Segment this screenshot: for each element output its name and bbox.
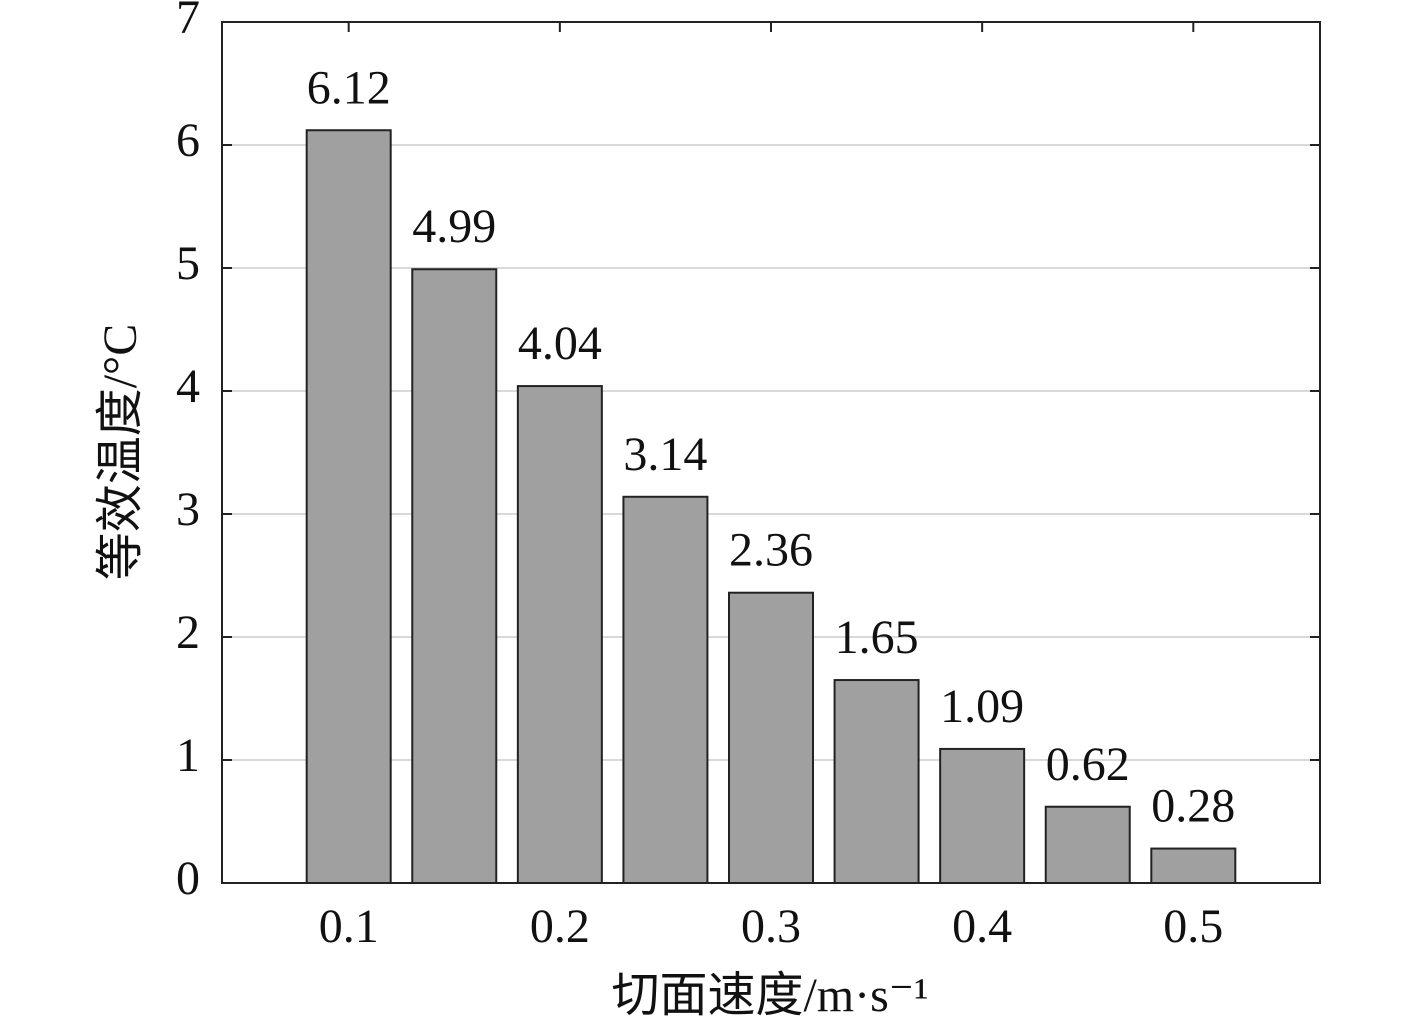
- bar: [305, 129, 392, 885]
- bar: [1044, 805, 1131, 884]
- y-tick-label: 5: [176, 237, 200, 290]
- value-label: 6.12: [307, 61, 391, 114]
- y-tick-label: 4: [176, 360, 200, 413]
- plot-frame: [221, 21, 1321, 884]
- x-tick-label: 0.4: [952, 900, 1012, 953]
- y-axis-label: 等效温度/°C: [94, 324, 147, 581]
- y-tick-label: 7: [176, 0, 200, 44]
- x-tick-label: 0.1: [319, 900, 379, 953]
- value-label: 4.99: [412, 200, 496, 253]
- bar: [411, 268, 498, 885]
- value-label: 2.36: [729, 524, 813, 577]
- value-label: 1.09: [940, 680, 1024, 733]
- value-label: 0.28: [1151, 780, 1235, 833]
- bar: [939, 747, 1026, 884]
- value-label: 1.65: [835, 611, 919, 664]
- bar: [833, 679, 920, 884]
- y-tick-label: 0: [176, 852, 200, 905]
- y-tick-label: 6: [176, 114, 200, 167]
- bar: [1150, 847, 1237, 884]
- bar: [516, 385, 603, 884]
- x-tick-label: 0.3: [741, 900, 801, 953]
- value-label: 3.14: [623, 428, 707, 481]
- bar: [622, 495, 709, 884]
- y-tick-label: 3: [176, 483, 200, 536]
- x-tick-label: 0.2: [530, 900, 590, 953]
- value-label: 4.04: [518, 317, 602, 370]
- bar: [728, 591, 814, 884]
- x-axis-label: 切面速度/m·s⁻¹: [611, 969, 928, 1022]
- x-tick-label: 0.5: [1163, 900, 1223, 953]
- y-tick-label: 2: [176, 606, 200, 659]
- y-tick-label: 1: [176, 729, 200, 782]
- value-label: 0.62: [1046, 738, 1130, 791]
